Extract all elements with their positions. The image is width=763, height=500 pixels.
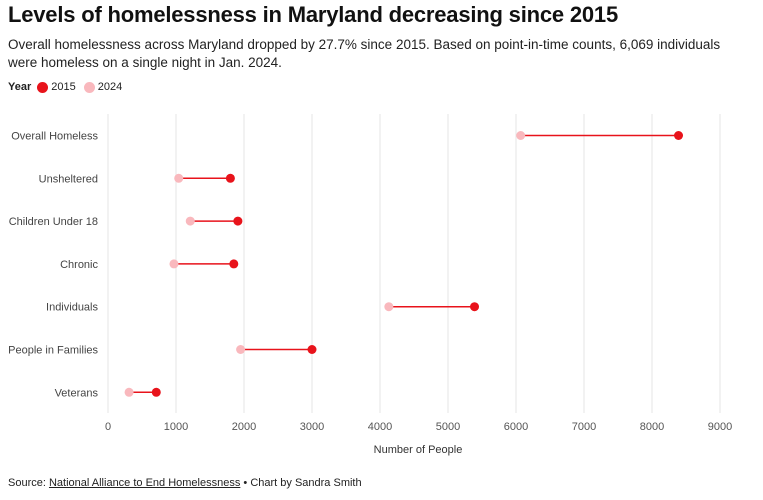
source-prefix: Source: [8,477,49,489]
x-tick-label-2000: 2000 [232,421,256,433]
dot-2015-people-in-families [307,345,317,354]
dot-range-chart: 0 1000 2000 3000 4000 5000 6000 7000 8000 9000 Num… [8,114,732,456]
footer: Source: National Alliance to End Homeles… [8,477,362,489]
category-label-people-in-families: People in Families [8,345,98,357]
dot-2015-overall-homeless [674,131,684,140]
chart-title: Levels of homelessness in Maryland decre… [8,2,618,27]
dot-2015-veterans [151,387,161,397]
legend: Year 2015 2024 [8,81,130,93]
category-label-chronic: Chronic [60,259,98,271]
dot-2015-children-under-18 [233,216,243,226]
legend-dot-2024 [83,81,95,93]
category-label-children-under-18: Children Under 18 [9,216,98,228]
x-tick-label-1000: 1000 [164,421,188,433]
legend-label-2015: 2015 [51,81,76,93]
x-tick-label-8000: 8000 [640,421,664,433]
dot-2024-children-under-18 [185,216,195,226]
dot-2024-people-in-families [236,345,246,354]
category-label-unsheltered: Unsheltered [39,173,98,185]
x-axis-label: Number of People [374,444,463,456]
x-tick-label-5000: 5000 [436,421,460,433]
category-label-veterans: Veterans [55,387,99,399]
x-tick-label-4000: 4000 [368,421,392,433]
chart-subtitle: Overall homelessness across Maryland dro… [8,37,721,70]
dot-2015-unsheltered [225,173,235,183]
x-tick-label-3000: 3000 [300,421,324,433]
category-label-overall-homeless: Overall Homeless [11,131,98,143]
x-tick-label-7000: 7000 [572,421,596,433]
legend-item-2015[interactable]: 2015 [37,81,76,93]
source-link[interactable]: National Alliance to End Homelessness [48,477,241,489]
dot-2024-unsheltered [174,173,184,183]
dot-2015-chronic [229,259,239,269]
dot-2015-individuals [470,302,480,312]
dot-2024-veterans [124,387,134,397]
x-tick-label-9000: 9000 [708,421,732,433]
x-tick-label-6000: 6000 [504,421,528,433]
chart-credit: • Chart by Sandra Smith [240,477,362,489]
dot-2024-individuals [384,302,394,312]
x-tick-label-0: 0 [105,421,111,433]
legend-dot-2015 [37,81,49,93]
dot-2024-overall-homeless [516,131,526,140]
dot-2024-chronic [169,259,179,269]
legend-label-2024: 2024 [97,81,123,93]
legend-title: Year [8,81,32,93]
category-label-individuals: Individuals [46,302,98,314]
legend-item-2024[interactable]: 2024 [83,81,123,93]
